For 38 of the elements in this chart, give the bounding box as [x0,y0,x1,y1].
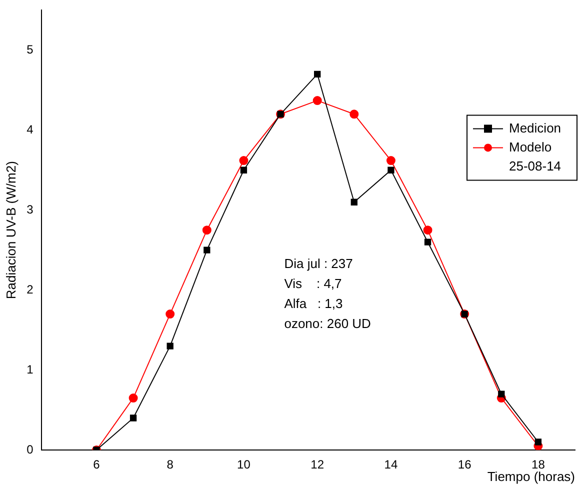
point [202,226,212,235]
legend-label: Modelo [509,139,552,154]
point [166,342,174,350]
point [128,394,138,403]
point [350,110,359,119]
x-tick-label: 6 [93,458,100,472]
point [240,166,248,174]
x-tick-label: 14 [384,458,398,472]
y-tick-label: 1 [26,362,34,376]
point [534,438,542,446]
annotation: Dia jul : 237 [284,256,353,272]
point [166,310,175,319]
x-tick-label: 8 [166,458,174,472]
x-tick-label: 10 [237,458,251,472]
annotation: Vis : 4,7 [284,276,342,292]
y-tick-label: 5 [26,42,34,56]
y-axis-title: Radiacion UV-B (W/m2) [3,161,18,300]
y-tick-label: 3 [26,202,34,216]
point [312,96,322,106]
point [314,70,321,78]
point [386,156,396,166]
point [424,238,432,246]
y-tick-label: 2 [26,282,34,296]
annotation: Alfa : 1,3 [284,296,343,312]
legend-title: 25-08-14 [509,158,562,174]
point [350,198,358,206]
y-tick-label: 4 [26,122,34,136]
legend-label: Medicion [509,120,562,136]
y-tick-label: 0 [26,442,34,456]
point [239,156,248,166]
x-tick-label: 12 [310,458,324,472]
point [388,166,394,174]
annotation: ozono: 260 UD [284,316,371,332]
point [498,390,505,398]
x-tick-label: 16 [458,458,472,472]
point [130,414,137,422]
point [423,226,432,235]
point [204,246,210,254]
